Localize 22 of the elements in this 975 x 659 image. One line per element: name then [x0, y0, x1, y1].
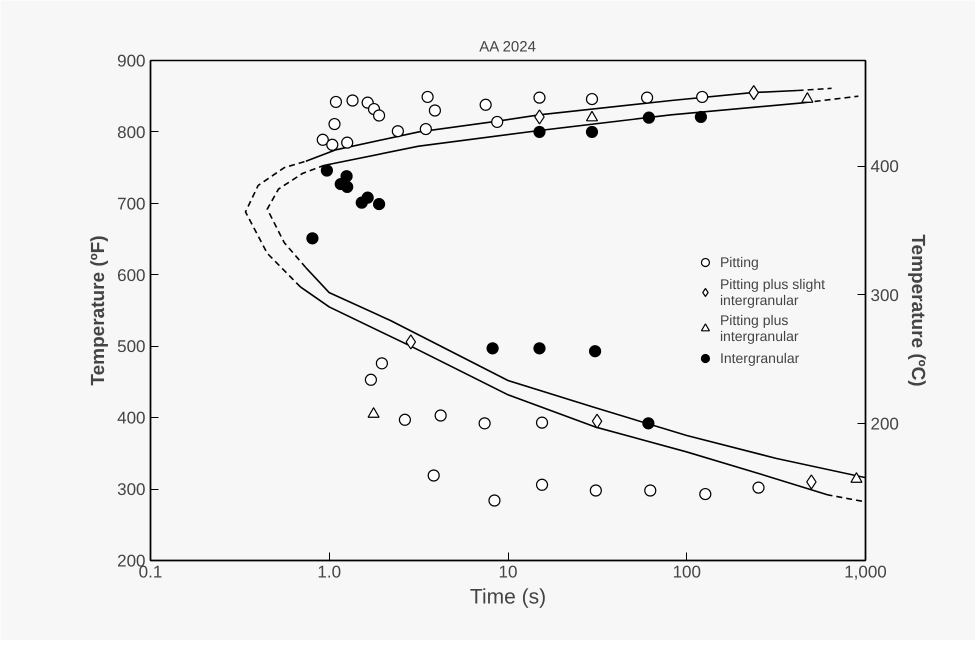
y-tick-label: 900 — [117, 52, 146, 70]
y-tick-label: 600 — [117, 266, 146, 285]
y-tick-label: 800 — [117, 122, 146, 142]
y-tick-label: 700 — [117, 194, 146, 214]
y2-tick-label: 200 — [870, 414, 899, 434]
legend-label: Pitting — [720, 254, 759, 270]
x-axis-title: Time (s) — [470, 586, 546, 608]
y2-tick-label: 400 — [870, 157, 899, 176]
x-tick-label: 1.0 — [317, 562, 342, 582]
y2-axis-title: Temperature (ºC) — [906, 234, 928, 387]
y-tick-label: 500 — [117, 337, 146, 356]
x-tick-label: 1,000 — [844, 562, 887, 582]
legend-label: Pitting plus slight intergranular — [720, 276, 825, 308]
x-tick-label: 10 — [498, 562, 518, 582]
y-tick-label: 400 — [117, 408, 146, 428]
y-axis-title: Temperature (ºF) — [88, 235, 110, 386]
y2-tick-label: 300 — [870, 286, 899, 305]
y-tick-label: 300 — [117, 480, 146, 500]
legend-label: Intergranular — [720, 350, 800, 366]
chart-title: AA 2024 — [479, 38, 536, 56]
legend-label: Pitting plus intergranular — [720, 312, 799, 344]
x-tick-label: 100 — [672, 562, 701, 582]
